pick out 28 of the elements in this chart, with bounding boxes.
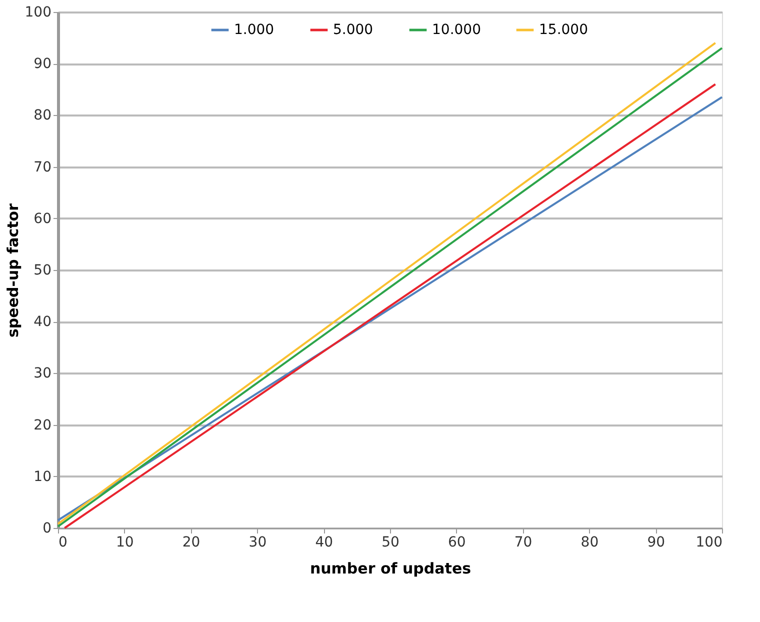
x-tick-label: 100 — [696, 534, 722, 550]
x-axis-title: number of updates — [310, 560, 472, 578]
y-tick-label: 100 — [24, 4, 52, 20]
legend-label: 5.000 — [333, 22, 374, 38]
x-tick-label: 30 — [248, 534, 267, 550]
y-tick-label: 0 — [42, 520, 52, 536]
x-tick-label: 50 — [382, 534, 400, 550]
y-tick-label: 70 — [34, 159, 52, 176]
x-tick-label: 20 — [182, 534, 200, 550]
y-tick-label: 50 — [34, 262, 52, 278]
x-tick-label: 70 — [514, 534, 532, 550]
x-tick-label: 40 — [315, 534, 334, 550]
legend-label: 10.000 — [432, 22, 481, 38]
y-axis-title: speed-up factor — [4, 202, 22, 338]
y-tick-label: 80 — [34, 108, 52, 124]
x-tick-label: 60 — [448, 534, 466, 550]
x-tick-label: 10 — [116, 534, 134, 550]
y-tick-label: 20 — [34, 417, 52, 434]
y-tick-label: 60 — [34, 210, 52, 227]
legend-label: 15.000 — [539, 22, 588, 38]
y-tick-label: 30 — [34, 366, 52, 382]
y-tick-label: 40 — [34, 314, 52, 330]
x-tick-label: 90 — [647, 534, 666, 550]
x-tick-label: 0 — [58, 534, 68, 550]
y-tick-label: 10 — [34, 468, 52, 485]
y-tick-label: 90 — [34, 56, 52, 72]
x-tick-label: 80 — [580, 534, 599, 550]
legend-label: 1.000 — [234, 22, 274, 38]
